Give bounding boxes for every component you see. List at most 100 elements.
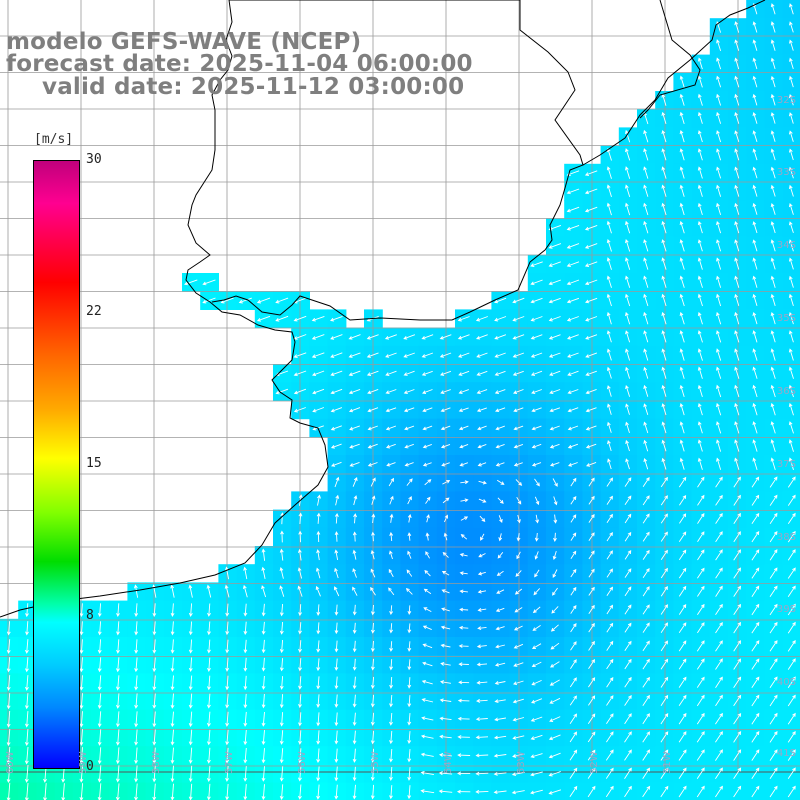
- wind-arrow: [534, 569, 540, 578]
- wind-speed-cell: [782, 364, 800, 383]
- wind-arrow: [679, 184, 685, 197]
- wind-arrow: [734, 239, 740, 252]
- wind-arrow: [24, 657, 29, 673]
- wind-arrow: [716, 166, 722, 179]
- wind-arrow: [6, 639, 11, 654]
- wind-arrow: [385, 425, 397, 431]
- wind-arrow: [788, 112, 794, 124]
- wind-arrow: [625, 385, 631, 397]
- wind-arrow: [606, 220, 612, 234]
- wind-arrow: [243, 747, 248, 764]
- wind-arrow: [715, 549, 723, 561]
- wind-arrow: [697, 202, 703, 216]
- wind-arrow: [769, 531, 778, 543]
- wind-arrow: [480, 533, 485, 541]
- wind-arrow: [733, 676, 742, 688]
- wind-arrow: [642, 640, 650, 652]
- wind-arrow: [625, 330, 631, 343]
- wind-speed-cell: [782, 182, 800, 201]
- wind-arrow: [457, 698, 470, 703]
- colorbar-tick-8: 8: [86, 608, 94, 623]
- wind-arrow: [79, 657, 84, 673]
- wind-arrow: [261, 548, 266, 561]
- wind-arrow: [403, 352, 415, 358]
- wind-arrow: [293, 370, 307, 377]
- wind-arrow: [697, 311, 703, 325]
- wind-arrow: [678, 712, 687, 725]
- wind-arrow: [513, 662, 524, 667]
- wind-arrow: [550, 624, 559, 632]
- wind-arrow: [549, 443, 560, 449]
- wind-arrow: [460, 533, 468, 540]
- wind-arrow: [678, 749, 687, 761]
- wind-arrow: [678, 567, 687, 579]
- wind-arrow: [715, 640, 723, 652]
- wind-arrow: [476, 407, 487, 413]
- wind-arrow: [679, 457, 685, 470]
- wind-arrow: [352, 531, 357, 542]
- wind-arrow: [734, 439, 740, 452]
- wind-arrow: [370, 586, 376, 596]
- wind-arrow: [333, 586, 340, 597]
- wind-arrow: [261, 711, 266, 727]
- wind-arrow: [679, 421, 685, 434]
- lon-label: 51W: [662, 751, 673, 774]
- wind-arrow: [6, 675, 11, 691]
- wind-arrow: [548, 789, 562, 795]
- wind-arrow: [584, 188, 598, 195]
- wind-arrow: [534, 532, 539, 542]
- wind-arrow: [494, 681, 506, 685]
- wind-arrow: [261, 603, 266, 617]
- wind-arrow: [261, 748, 266, 764]
- wind-arrow: [422, 661, 433, 667]
- wind-arrow: [407, 513, 412, 523]
- wind-arrow: [457, 334, 470, 340]
- wind-arrow: [279, 766, 284, 782]
- wind-arrow: [751, 767, 760, 780]
- wind-arrow: [625, 311, 631, 325]
- wind-arrow: [697, 111, 703, 124]
- wind-arrow: [261, 585, 267, 598]
- wind-arrow: [787, 785, 796, 798]
- wind-arrow: [679, 148, 685, 161]
- wind-arrow: [511, 771, 525, 777]
- wind-arrow: [606, 202, 612, 216]
- wind-arrow: [697, 513, 705, 524]
- wind-arrow: [605, 785, 614, 798]
- wind-arrow: [642, 676, 650, 688]
- wind-arrow: [624, 695, 632, 706]
- wind-arrow: [79, 765, 84, 783]
- wind-arrow: [716, 148, 722, 161]
- wind-arrow: [115, 657, 120, 673]
- wind-arrow: [734, 130, 740, 143]
- wind-arrow: [476, 370, 488, 376]
- wind-arrow: [170, 765, 175, 783]
- wind-arrow: [715, 767, 723, 780]
- wind-arrow: [587, 767, 596, 779]
- lon-label: 54W: [443, 751, 454, 774]
- wind-arrow: [334, 748, 339, 763]
- wind-arrow: [624, 604, 632, 615]
- wind-arrow: [316, 658, 321, 672]
- wind-arrow: [438, 789, 453, 794]
- wind-arrow: [423, 607, 432, 612]
- wind-arrow: [606, 586, 614, 596]
- wind-arrow: [769, 512, 778, 525]
- wind-arrow: [643, 366, 649, 379]
- wind-arrow: [624, 767, 632, 779]
- wind-arrow: [661, 348, 667, 361]
- wind-arrow: [460, 498, 469, 503]
- wind-arrow: [751, 694, 760, 707]
- wind-arrow: [788, 421, 794, 434]
- wind-arrow: [438, 771, 453, 776]
- wind-arrow: [587, 785, 596, 798]
- wind-arrow: [585, 407, 597, 413]
- wind-arrow: [567, 389, 579, 395]
- wind-arrow: [494, 297, 507, 304]
- wind-arrow: [734, 402, 740, 416]
- wind-arrow: [661, 275, 667, 288]
- colorbar: [33, 160, 80, 769]
- wind-arrow: [79, 639, 84, 654]
- wind-arrow: [407, 550, 412, 559]
- wind-arrow: [789, 75, 794, 88]
